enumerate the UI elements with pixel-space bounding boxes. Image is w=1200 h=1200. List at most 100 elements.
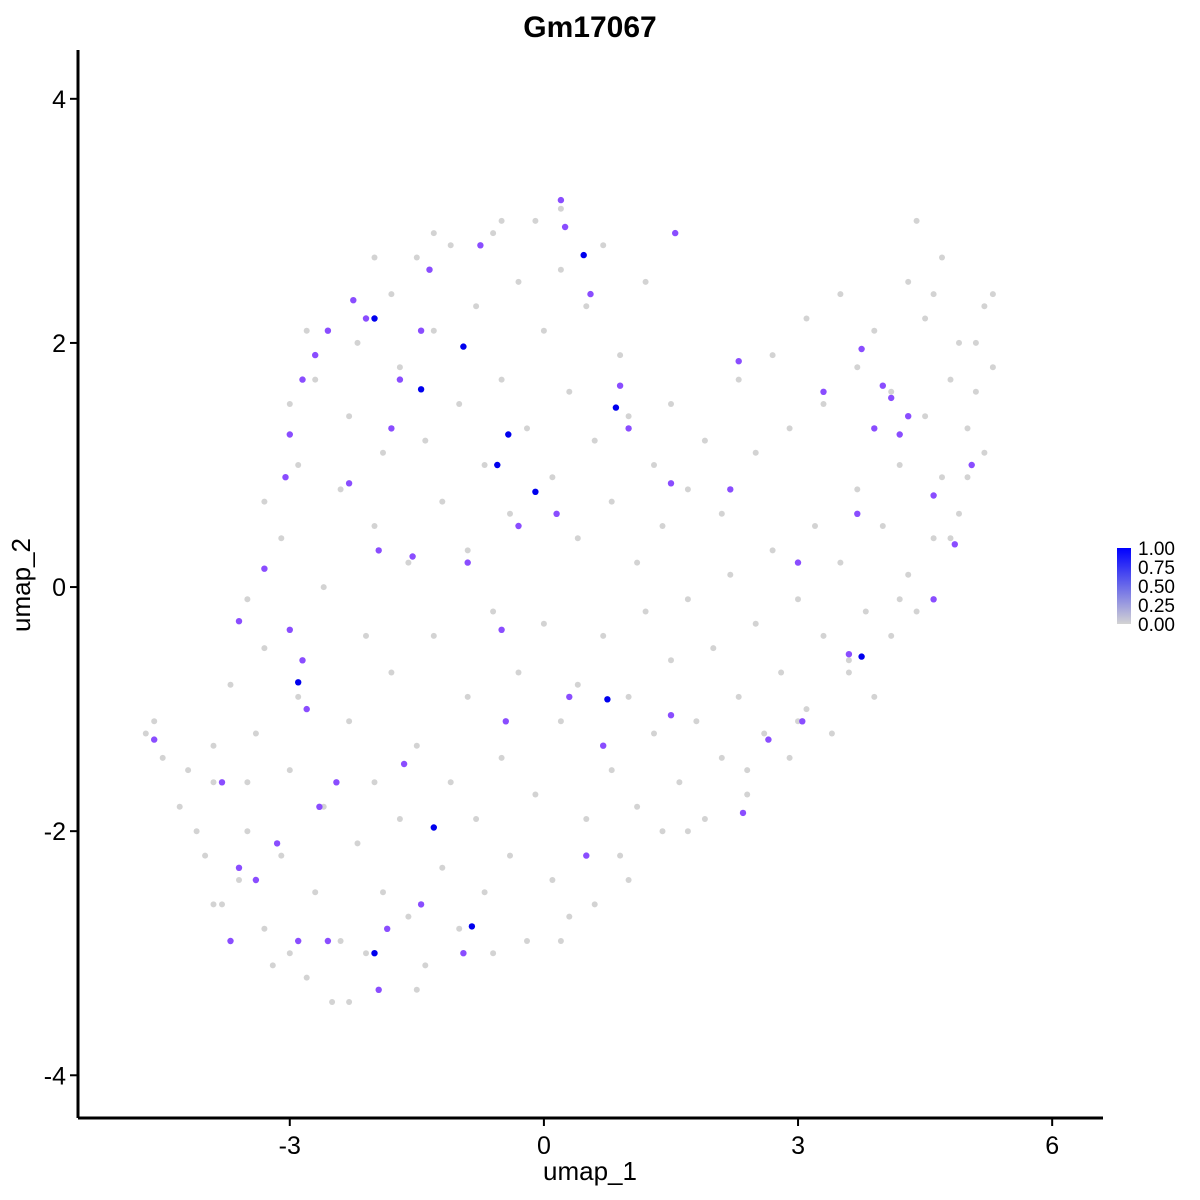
point-expressing-13 [282, 474, 289, 481]
point-expressing-23 [362, 315, 370, 322]
point-background-5 [202, 852, 209, 859]
point-expressing-30 [396, 376, 404, 383]
point-background-84 [871, 693, 878, 700]
colorbar-label: 0.50 [1138, 577, 1175, 598]
point-background-15 [286, 767, 293, 774]
point-background-3 [176, 803, 183, 810]
point-background-126 [507, 510, 513, 517]
point-background-88 [905, 571, 912, 578]
point-background-133 [566, 388, 573, 395]
point-expressing-27 [384, 925, 391, 932]
colorbar-label: 0.75 [1138, 558, 1175, 579]
point-expressing-68 [794, 559, 802, 566]
point-background-102 [278, 535, 285, 542]
point-background-44 [532, 791, 539, 798]
point-background-31 [422, 962, 429, 969]
point-background-41 [507, 852, 513, 859]
point-background-184 [684, 828, 691, 835]
x-tick-label: 3 [791, 1132, 805, 1160]
point-background-77 [812, 523, 818, 529]
point-expressing-50 [561, 223, 569, 231]
y-axis-title: umap_2 [6, 538, 36, 632]
point-background-108 [354, 339, 361, 346]
point-background-95 [964, 425, 971, 432]
point-background-24 [363, 950, 369, 957]
point-background-12 [261, 925, 268, 932]
point-background-89 [913, 608, 920, 615]
point-expressing-77 [905, 413, 912, 420]
point-expressing-54 [566, 693, 573, 701]
point-background-160 [922, 315, 929, 322]
point-expressing-74 [871, 425, 878, 432]
point-background-112 [388, 291, 395, 298]
point-background-124 [490, 230, 497, 237]
point-expressing-39 [460, 950, 467, 957]
point-background-134 [574, 535, 581, 542]
point-expressing-2 [218, 779, 226, 786]
point-background-155 [837, 291, 844, 298]
point-expressing-55 [604, 696, 611, 703]
point-background-92 [939, 474, 945, 481]
point-background-106 [337, 486, 344, 493]
point-expressing-26 [375, 986, 382, 993]
point-background-30 [413, 742, 420, 749]
point-expressing-1 [235, 618, 243, 625]
point-background-71 [761, 730, 768, 737]
point-expressing-72 [820, 388, 827, 395]
point-background-56 [634, 803, 641, 810]
point-background-73 [778, 669, 785, 676]
point-background-121 [464, 547, 471, 554]
point-expressing-58 [600, 742, 607, 749]
point-expressing-49 [557, 196, 565, 204]
point-background-144 [659, 523, 666, 529]
colorbar-label: 0.25 [1138, 596, 1175, 617]
point-background-68 [735, 693, 742, 700]
point-expressing-75 [879, 382, 886, 389]
point-expressing-64 [727, 486, 734, 493]
point-background-145 [668, 401, 674, 407]
point-background-69 [744, 791, 751, 798]
point-background-119 [447, 242, 454, 249]
point-background-163 [972, 388, 979, 395]
point-expressing-4 [235, 864, 243, 871]
point-background-35 [456, 925, 463, 932]
point-background-174 [244, 596, 251, 603]
point-background-136 [591, 437, 598, 444]
point-background-11 [252, 730, 259, 737]
point-background-65 [710, 645, 717, 652]
point-background-165 [913, 217, 920, 224]
point-background-183 [625, 877, 632, 883]
point-expressing-83 [896, 431, 903, 438]
x-axis: -3 0 3 6 [78, 1116, 1103, 1160]
point-expressing-24 [371, 315, 378, 322]
point-background-28 [396, 816, 403, 822]
point-background-82 [854, 486, 861, 493]
point-background-189 [947, 535, 954, 542]
background-points-layer [142, 205, 996, 1005]
point-expressing-70 [858, 653, 865, 660]
point-background-114 [405, 559, 412, 566]
point-background-129 [532, 217, 539, 224]
point-expressing-57 [616, 382, 624, 389]
point-expressing-16 [312, 351, 319, 359]
point-background-176 [210, 742, 217, 749]
point-background-43 [524, 938, 530, 944]
point-background-120 [456, 401, 463, 407]
point-background-96 [972, 339, 979, 346]
point-background-13 [269, 962, 276, 969]
point-background-9 [236, 877, 242, 883]
point-expressing-35 [426, 266, 433, 273]
point-background-101 [261, 645, 268, 652]
point-background-104 [312, 376, 319, 383]
point-background-107 [346, 413, 353, 420]
point-expressing-78 [854, 510, 861, 517]
point-background-2 [159, 754, 166, 761]
point-expressing-17 [324, 327, 332, 334]
point-background-16 [295, 693, 302, 700]
point-expressing-5 [252, 876, 260, 884]
point-background-49 [574, 681, 581, 688]
point-expressing-36 [430, 824, 437, 831]
point-expressing-32 [409, 553, 416, 560]
point-expressing-61 [672, 229, 679, 237]
point-background-20 [329, 999, 336, 1005]
